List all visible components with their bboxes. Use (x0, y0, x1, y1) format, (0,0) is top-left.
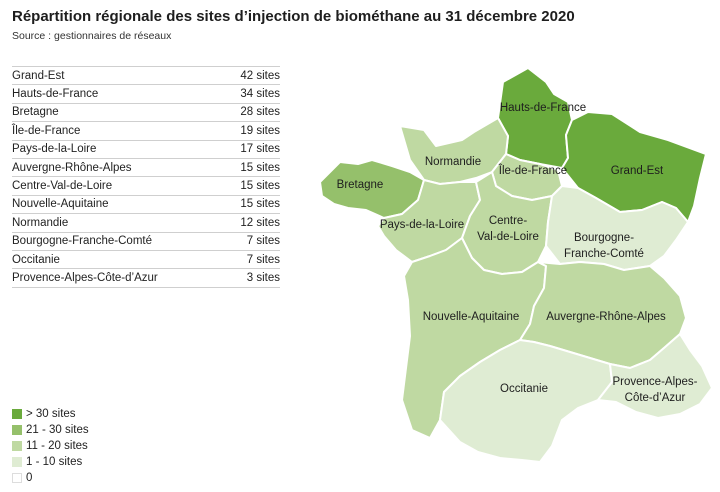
label-centre-line-2: Val-de-Loire (477, 231, 539, 243)
legend-swatch (12, 457, 22, 467)
site-count: 7 sites (246, 235, 280, 248)
table-row: Grand-Est 42 sites (12, 67, 280, 86)
table-row: Hauts-de-France 34 sites (12, 85, 280, 104)
label-grand-est: Grand-Est (611, 165, 664, 177)
table-row: Nouvelle-Aquitaine 15 sites (12, 196, 280, 215)
label-nouvelle-aquitaine: Nouvelle-Aquitaine (423, 311, 520, 323)
region-name: Occitanie (12, 253, 60, 266)
region-name: Auvergne-Rhône-Alpes (12, 161, 132, 174)
site-count: 28 sites (240, 106, 280, 119)
legend-swatch (12, 409, 22, 419)
france-regions-map: Hauts-de-France Grand-Est Normandie Île-… (319, 67, 713, 463)
region-hauts-de-france (497, 67, 573, 169)
label-paca-line-2: Côte-d’Azur (625, 392, 686, 404)
legend-label: 0 (26, 472, 33, 484)
site-count: 19 sites (240, 124, 280, 137)
table-row: Auvergne-Rhône-Alpes 15 sites (12, 159, 280, 178)
table-row: Bretagne 28 sites (12, 104, 280, 123)
label-normandie: Normandie (425, 156, 481, 168)
region-name: Grand-Est (12, 69, 65, 82)
site-count: 3 sites (246, 271, 280, 284)
region-name: Île-de-France (12, 124, 81, 137)
site-count: 15 sites (240, 180, 280, 193)
legend-swatch (12, 425, 22, 435)
legend-item: > 30 sites (12, 406, 89, 422)
region-name: Normandie (12, 216, 69, 229)
label-bretagne: Bretagne (337, 179, 384, 191)
label-pays-de-la-loire: Pays-de-la-Loire (380, 219, 464, 231)
table-row: Occitanie 7 sites (12, 251, 280, 270)
table-row: Île-de-France 19 sites (12, 122, 280, 141)
legend-item: 21 - 30 sites (12, 422, 89, 438)
region-name: Centre-Val-de-Loire (12, 180, 113, 193)
legend-label: > 30 sites (26, 408, 76, 420)
site-count: 15 sites (240, 161, 280, 174)
site-count: 42 sites (240, 69, 280, 82)
region-provence-alpes-cote-dazur (597, 333, 713, 419)
table-row: Provence-Alpes-Côte-d’Azur 3 sites (12, 269, 280, 288)
legend-item: 1 - 10 sites (12, 454, 89, 470)
legend-label: 21 - 30 sites (26, 424, 89, 436)
region-name: Hauts-de-France (12, 88, 99, 101)
map-legend: > 30 sites 21 - 30 sites 11 - 20 sites 1… (12, 406, 89, 486)
label-bourgogne-line-2: Franche-Comté (564, 248, 644, 260)
site-count: 15 sites (240, 198, 280, 211)
label-centre-line-1: Centre- (489, 215, 528, 227)
label-bourgogne-line-1: Bourgogne- (574, 232, 634, 244)
label-auvergne-rhone-alpes: Auvergne-Rhône-Alpes (546, 311, 666, 323)
site-count: 17 sites (240, 143, 280, 156)
legend-swatch (12, 441, 22, 451)
label-ile-de-france: Île-de-France (498, 164, 567, 177)
region-name: Nouvelle-Aquitaine (12, 198, 109, 211)
label-occitanie: Occitanie (500, 383, 548, 395)
table-row: Bourgogne-Franche-Comté 7 sites (12, 233, 280, 251)
table-row: Pays-de-la-Loire 17 sites (12, 141, 280, 159)
label-paca-line-1: Provence-Alpes- (612, 376, 697, 388)
site-count: 7 sites (246, 253, 280, 266)
legend-item: 0 (12, 470, 89, 486)
site-count: 34 sites (240, 88, 280, 101)
table-row: Centre-Val-de-Loire 15 sites (12, 177, 280, 196)
region-name: Provence-Alpes-Côte-d’Azur (12, 271, 158, 284)
site-count: 12 sites (240, 216, 280, 229)
legend-label: 11 - 20 sites (26, 440, 88, 452)
legend-swatch (12, 473, 22, 483)
region-name: Bourgogne-Franche-Comté (12, 235, 152, 248)
table-row: Normandie 12 sites (12, 214, 280, 233)
legend-label: 1 - 10 sites (26, 456, 83, 468)
region-name: Bretagne (12, 106, 59, 119)
source-note: Source : gestionnaires de réseaux (12, 30, 172, 42)
label-hauts-de-france: Hauts-de-France (500, 102, 586, 114)
sites-table: Grand-Est 42 sites Hauts-de-France 34 site… (12, 66, 280, 288)
legend-item: 11 - 20 sites (12, 438, 89, 454)
region-name: Pays-de-la-Loire (12, 143, 97, 156)
page-title: Répartition régionale des sites d’inject… (12, 8, 575, 25)
